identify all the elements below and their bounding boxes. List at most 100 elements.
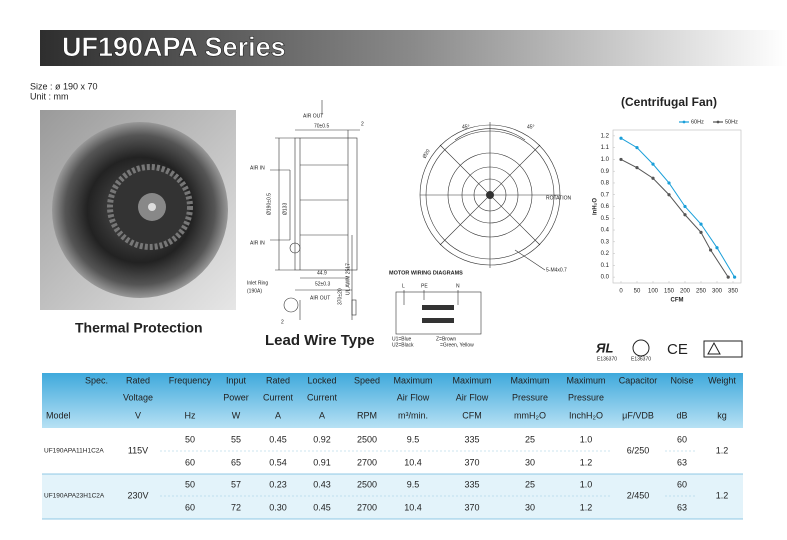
x-tick-label: 0 [619, 289, 623, 295]
cell: 9.5 [407, 479, 420, 489]
wiring-label: Z=Brown [436, 336, 456, 342]
wiring-label: N [456, 283, 460, 289]
drawing-label: 52±0.3 [315, 281, 330, 287]
drawing-label: 2 [361, 121, 364, 127]
page-title: UF190APA Series [62, 32, 286, 62]
column-unit: A [275, 410, 281, 420]
series-line [620, 137, 736, 278]
y-tick-label: 0.4 [601, 228, 610, 234]
cell: 60 [677, 479, 687, 489]
drawing-caption: Lead Wire Type [265, 332, 375, 349]
column-header: Maximum [566, 375, 605, 385]
plot-frame [612, 129, 742, 284]
y-tick-label: 1.2 [601, 133, 610, 139]
front-view-drawing [419, 122, 561, 271]
side-view-drawing-part [351, 299, 357, 316]
data-point [699, 222, 703, 226]
column-unit: V [135, 410, 141, 420]
data-point [699, 230, 703, 234]
drawing-label: ROTATION [546, 195, 571, 201]
cell: 2700 [357, 457, 377, 467]
column-unit: RPM [357, 410, 377, 420]
drawing-label: Ø133 [282, 203, 288, 215]
column-unit: Hz [185, 410, 196, 420]
drawing-label: AIR OUT [303, 113, 323, 119]
fan-curve-chart: 0.0 0.1 0.2 0.3 0.4 0.5 0.6 0.7 0.8 0.9 1.0 1.1 1.2 0… [593, 119, 742, 304]
cell: 0.91 [313, 457, 331, 467]
data-point [651, 176, 655, 180]
column-unit: dB [676, 410, 687, 420]
cell: 57 [231, 479, 241, 489]
data-point [667, 193, 671, 197]
wiring-label: L [402, 283, 405, 289]
cell: 60 [185, 457, 195, 467]
data-point [619, 136, 623, 140]
cell: 370 [464, 457, 479, 467]
drawing-label: UL AWM 2517 [345, 263, 351, 295]
drawing-label: AIR IN [250, 240, 265, 246]
column-header: Rated [126, 375, 150, 385]
cell: 0.43 [313, 479, 331, 489]
column-header: Rated [266, 375, 290, 385]
wiring-diagram-part [422, 305, 454, 310]
y-tick-label: 0.5 [601, 216, 610, 222]
data-point [683, 213, 687, 217]
cell: 1.2 [580, 457, 593, 467]
cell: 1.2 [716, 490, 729, 500]
cell: 60 [677, 434, 687, 444]
drawing-label: AIR OUT [310, 295, 330, 301]
cell: 0.30 [269, 502, 287, 512]
column-header: Current [263, 392, 294, 402]
data-point [651, 162, 655, 166]
model-name: UF190APA23H1C2A [44, 493, 105, 500]
column-header: Weight [708, 375, 736, 385]
wiring-diagram-part [395, 291, 482, 335]
column-unit: Model [46, 410, 71, 420]
x-tick-label: 100 [648, 289, 659, 295]
drawing-label: Ø190±0.5 [266, 193, 272, 215]
column-header: Current [307, 392, 338, 402]
cell: 0.92 [313, 434, 331, 444]
x-tick-label: 200 [680, 289, 691, 295]
cell: 2/450 [627, 490, 650, 500]
data-point [635, 146, 639, 150]
model-name: UF190APA11H1C2A [44, 448, 104, 455]
column-header: Maximum [452, 375, 491, 385]
cert-number: E136370 [597, 356, 617, 362]
drawing-label: 370±20 [337, 288, 343, 305]
cell: 30 [525, 457, 535, 467]
drawing-label: 44.9 [317, 270, 327, 276]
cell: 1.2 [716, 445, 729, 455]
cell: 50 [185, 479, 195, 489]
data-point [733, 275, 737, 279]
column-unit: A [319, 410, 325, 420]
cell: 25 [525, 479, 535, 489]
column-header: Locked [307, 375, 336, 385]
drawing-label: AIR IN [250, 165, 265, 171]
fan-photo [40, 110, 236, 310]
column-header: Maximum [393, 375, 432, 385]
cert-logos-part [707, 341, 721, 355]
column-unit: m³/min. [398, 410, 428, 420]
cell: 0.54 [269, 457, 287, 467]
wiring-label: PE [421, 283, 428, 289]
cell: 2500 [357, 479, 377, 489]
data-point [715, 246, 719, 250]
column-header: Power [223, 392, 249, 402]
cell: 1.0 [580, 434, 593, 444]
column-header: Pressure [568, 392, 604, 402]
y-axis-label: inH₂O [593, 198, 599, 215]
cert-logos: ЯL [595, 339, 743, 358]
x-axis-label: CFM [671, 298, 684, 304]
data-point [635, 166, 639, 170]
table-header-bg [42, 373, 743, 428]
column-header: Voltage [123, 392, 153, 402]
drawing-label: 45° [462, 124, 470, 130]
cell: 10.4 [404, 502, 422, 512]
x-tick-label: 150 [664, 289, 675, 295]
photo-caption: Thermal Protection [75, 320, 203, 336]
y-tick-label: 0.8 [601, 181, 610, 187]
side-view-drawing-part [289, 242, 301, 254]
legend-marker [716, 120, 720, 124]
